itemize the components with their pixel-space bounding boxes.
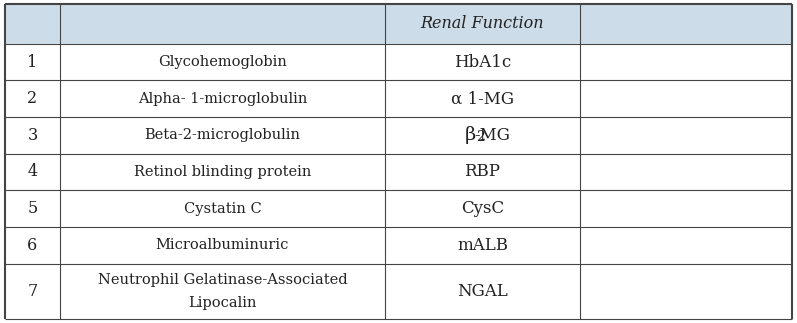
Text: Retinol blinding protein: Retinol blinding protein: [134, 165, 311, 179]
Text: Beta-2-microglobulin: Beta-2-microglobulin: [144, 128, 300, 142]
Text: -MG: -MG: [474, 127, 510, 144]
Text: 6: 6: [27, 237, 37, 254]
Text: Neutrophil Gelatinase-Associated
Lipocalin: Neutrophil Gelatinase-Associated Lipocal…: [98, 273, 347, 310]
Text: HbA1c: HbA1c: [453, 54, 511, 71]
Text: RBP: RBP: [465, 163, 501, 181]
Polygon shape: [5, 44, 792, 319]
Text: Glycohemoglobin: Glycohemoglobin: [158, 55, 287, 69]
Text: Cystatin C: Cystatin C: [183, 202, 261, 215]
Text: 2: 2: [476, 130, 485, 144]
Text: 7: 7: [27, 283, 37, 300]
Text: 4: 4: [27, 163, 37, 181]
Text: Renal Function: Renal Function: [421, 16, 544, 32]
Text: mALB: mALB: [457, 237, 508, 254]
Text: α 1-MG: α 1-MG: [451, 90, 514, 107]
Text: Alpha- 1-microglobulin: Alpha- 1-microglobulin: [138, 92, 307, 106]
Text: β: β: [465, 126, 476, 144]
Text: 5: 5: [27, 200, 37, 217]
Text: Microalbuminuric: Microalbuminuric: [155, 238, 289, 252]
Text: 3: 3: [27, 127, 37, 144]
Text: CysC: CysC: [461, 200, 504, 217]
Text: NGAL: NGAL: [457, 283, 508, 300]
Text: 2: 2: [27, 90, 37, 107]
Polygon shape: [5, 4, 792, 44]
Text: 1: 1: [27, 54, 37, 71]
